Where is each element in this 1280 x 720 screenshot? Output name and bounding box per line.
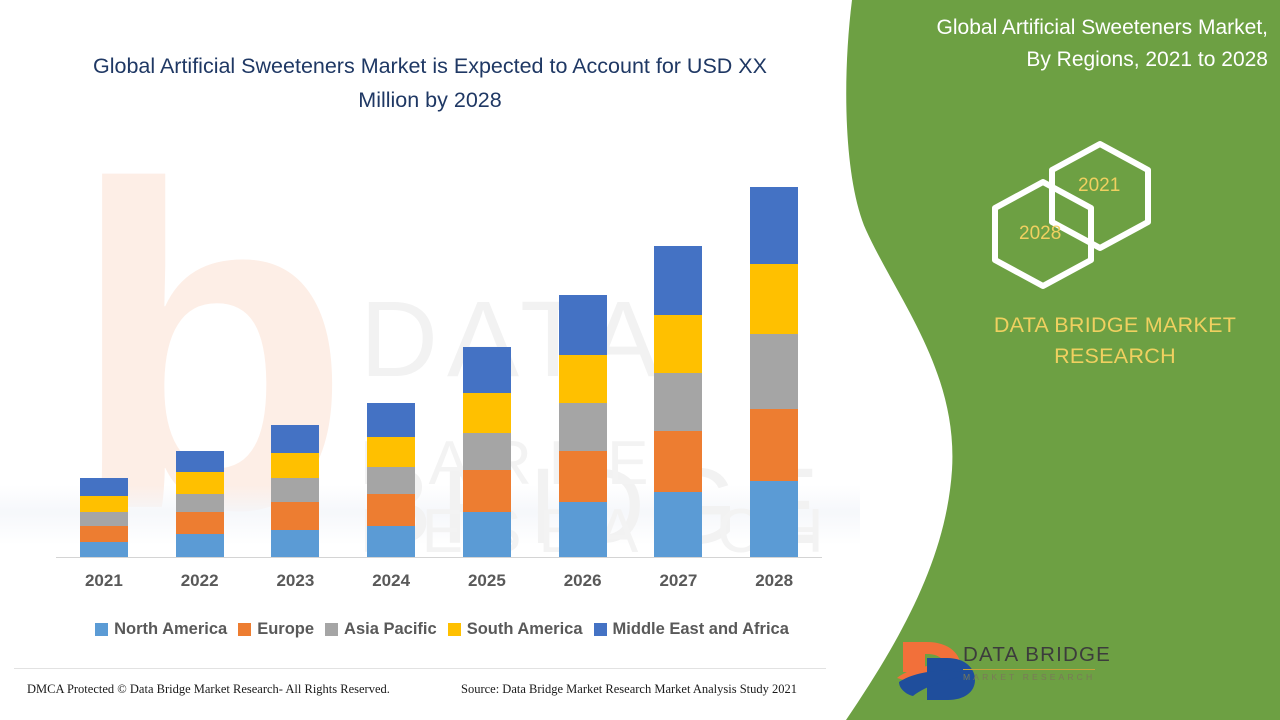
- panel-brand-line1: DATA BRIDGE MARKET: [993, 313, 1237, 337]
- x-axis-label-2024: 2024: [372, 571, 411, 590]
- logo-name: DATA BRIDGE: [963, 643, 1111, 666]
- bar-segment: [462, 347, 511, 393]
- legend-swatch-icon: [238, 622, 252, 636]
- bar-segment: [79, 526, 128, 543]
- legend-label: South America: [466, 619, 583, 638]
- x-axis-label-2026: 2026: [563, 571, 602, 590]
- source-note: Source: Data Bridge Market Research Mark…: [461, 682, 798, 696]
- bar-segment: [271, 424, 320, 453]
- bar-column-2027[interactable]: [654, 245, 703, 558]
- chart-legend: North America Europe Asia Pacific South Ame…: [56, 617, 828, 641]
- bar-segment: [271, 452, 320, 479]
- bar-segment: [462, 512, 511, 558]
- bar-segment: [558, 355, 607, 403]
- bar-segment: [175, 494, 224, 513]
- legend-label: North America: [114, 619, 228, 638]
- bar-segment: [750, 481, 799, 558]
- panel-brand: DATA BRIDGE MARKET RESEARCH: [960, 310, 1270, 371]
- stacked-bar-chart: [56, 170, 822, 558]
- logo-subtitle: MARKET RESEARCH: [963, 672, 1096, 682]
- bar-segment: [750, 263, 799, 335]
- bar-segment: [750, 408, 799, 482]
- legend-label: Asia Pacific: [344, 619, 437, 638]
- x-axis-label-2022: 2022: [180, 571, 219, 590]
- bar-segment: [654, 372, 703, 431]
- footer-divider: [14, 668, 826, 669]
- bar-segment: [175, 450, 224, 473]
- bar-column-2025[interactable]: [462, 347, 511, 558]
- bar-segment: [367, 526, 416, 558]
- bar-segment: [367, 436, 416, 467]
- watermark-band: [0, 485, 860, 545]
- bar-segment: [175, 472, 224, 495]
- bar-segment: [654, 315, 703, 373]
- hexagon-2028-label: 2028: [1019, 223, 1062, 244]
- bar-segment: [462, 392, 511, 433]
- legend-swatch-icon: [447, 622, 461, 636]
- legend-item[interactable]: Middle East and Africa: [593, 619, 789, 639]
- legend-item[interactable]: Europe: [238, 620, 314, 639]
- panel-title: Global Artificial Sweeteners Market, By …: [936, 16, 1268, 71]
- x-axis-line: [56, 557, 822, 558]
- bar-segment: [79, 478, 128, 497]
- bar-segment: [175, 534, 224, 558]
- legend-label: Europe: [257, 619, 315, 638]
- x-axis-label-2021: 2021: [84, 571, 123, 590]
- bar-segment: [558, 402, 607, 451]
- bar-column-2023[interactable]: [271, 424, 320, 558]
- bar-column-2028[interactable]: [750, 186, 799, 558]
- x-axis-label-2028: 2028: [755, 571, 794, 590]
- bar-segment: [558, 295, 607, 356]
- logo-rule: [963, 668, 1095, 670]
- bar-segment: [175, 512, 224, 535]
- x-axis-label-2023: 2023: [276, 571, 315, 590]
- hexagon-badges: 2021 2028: [985, 140, 1195, 295]
- bar-segment: [271, 530, 320, 558]
- hexagon-2028-shape: [992, 179, 1094, 289]
- x-axis-label-2027: 2027: [659, 571, 698, 590]
- hexagon-2021-label: 2021: [1078, 175, 1121, 196]
- bar-segment: [750, 186, 799, 264]
- legend-swatch-icon: [593, 622, 607, 636]
- legend-label: Middle East and Africa: [612, 619, 789, 638]
- legend-swatch-icon: [325, 622, 339, 636]
- bar-segment: [271, 478, 320, 503]
- bar-segment: [750, 334, 799, 409]
- bar-segment: [367, 466, 416, 495]
- bar-segment: [462, 470, 511, 513]
- bar-segment: [367, 494, 416, 527]
- bar-segment: [79, 512, 128, 527]
- dmca-notice: DMCA Protected © Data Bridge Market Rese…: [27, 682, 390, 696]
- data-bridge-logo-text: DATA BRIDGE MARKET RESEARCH: [963, 643, 1111, 682]
- hexagon-2021-shape: [1049, 141, 1151, 251]
- legend-item[interactable]: North America: [95, 620, 227, 639]
- bar-segment: [79, 496, 128, 513]
- x-axis-label-2025: 2025: [467, 571, 506, 590]
- bar-segment: [79, 542, 128, 558]
- bar-segment: [271, 502, 320, 531]
- bar-column-2024[interactable]: [367, 402, 416, 558]
- page-title: Global Artificial Sweeteners Market is E…: [93, 54, 767, 112]
- bar-segment: [654, 245, 703, 316]
- bar-column-2021[interactable]: [79, 478, 128, 558]
- bar-segment: [462, 432, 511, 471]
- panel-brand-line2: RESEARCH: [1054, 343, 1176, 368]
- legend-swatch-icon: [95, 622, 109, 636]
- x-axis-labels: 2021 2022 2023 2024 2025 2026 2027 2028: [56, 571, 822, 595]
- bar-segment: [654, 492, 703, 558]
- bar-segment: [558, 450, 607, 503]
- bar-column-2026[interactable]: [558, 295, 607, 558]
- bar-column-2022[interactable]: [175, 450, 224, 558]
- bar-segment: [367, 402, 416, 437]
- bar-segment: [558, 502, 607, 558]
- legend-item[interactable]: South America: [447, 619, 583, 639]
- legend-item[interactable]: Asia Pacific: [325, 620, 437, 639]
- bar-segment: [654, 430, 703, 493]
